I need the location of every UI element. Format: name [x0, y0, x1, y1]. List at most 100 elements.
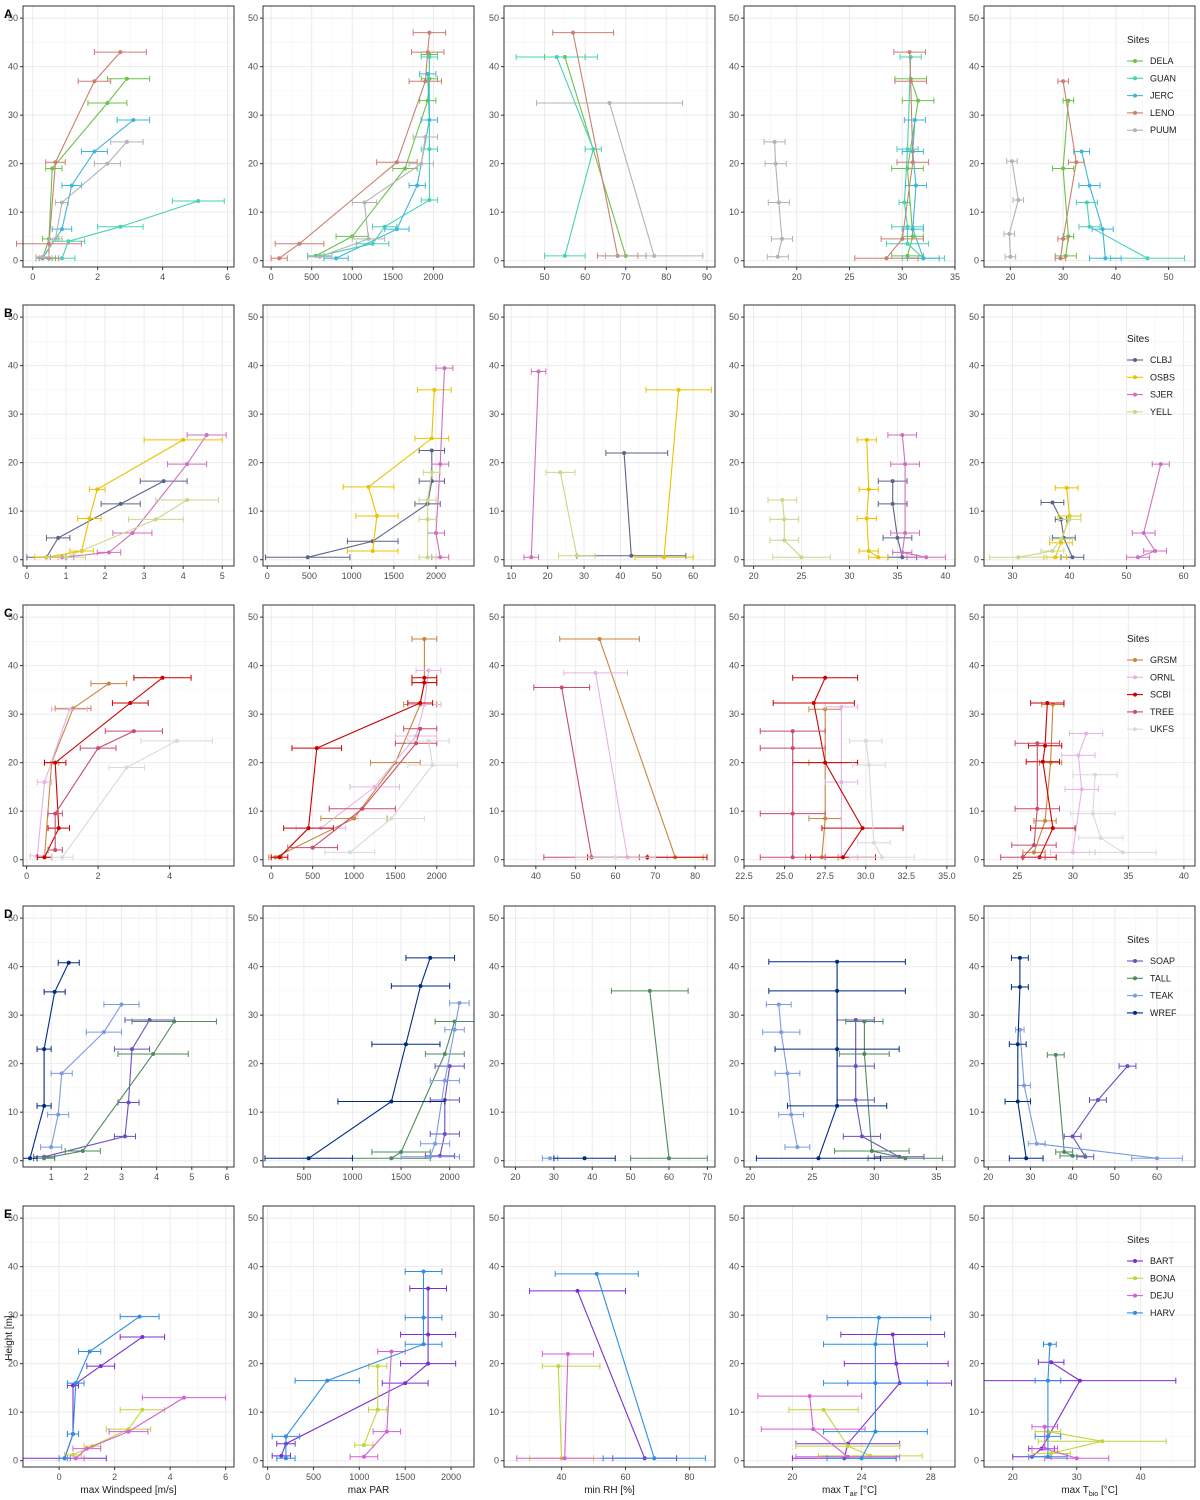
panel-border	[743, 1205, 956, 1468]
data-point	[106, 681, 111, 686]
series-line	[623, 452, 632, 556]
y-tick-label: 40	[248, 661, 258, 671]
series-line	[45, 480, 164, 558]
data-point	[452, 1027, 457, 1032]
data-point	[422, 636, 427, 641]
x-tick-label: 1000	[344, 871, 364, 881]
data-point	[70, 1383, 75, 1388]
panel-D-4: 0 10 20 30 40 50 20 25 30 35	[729, 905, 956, 1182]
x-tick-label: 40	[1068, 1172, 1078, 1182]
x-tick-label: 80	[684, 1472, 694, 1482]
y-tick-label: 0	[13, 256, 18, 266]
series-BONA	[354, 1363, 388, 1449]
y-tick-label: 20	[8, 758, 18, 768]
data-point	[859, 1134, 864, 1139]
panel-border	[983, 304, 1196, 567]
data-point	[1016, 555, 1021, 560]
y-tick-label: 30	[489, 709, 499, 719]
y-tick-label: 30	[8, 1310, 18, 1320]
y-tick-label: 10	[729, 207, 739, 217]
data-point	[314, 746, 319, 751]
data-point	[1079, 149, 1084, 154]
x-axis-label: max Tair [°C]	[822, 1485, 877, 1498]
y-tick-label: 0	[253, 1456, 258, 1466]
y-tick-label: 0	[734, 256, 739, 266]
data-point	[53, 160, 58, 165]
series-UKFS	[51, 737, 214, 861]
y-tick-label: 50	[8, 13, 18, 23]
x-tick-label: 3	[142, 571, 147, 581]
data-point	[130, 1047, 135, 1052]
series-TALL	[351, 1018, 475, 1162]
data-point	[53, 236, 58, 241]
legend-key-point	[1133, 409, 1137, 414]
x-tick-label: 0	[265, 571, 270, 581]
y-tick-label: 30	[489, 1310, 499, 1320]
x-tick-label: 30	[1072, 1472, 1082, 1482]
series-OSBS	[856, 436, 889, 561]
y-tick-label: 50	[248, 13, 258, 23]
y-tick-label: 50	[8, 312, 18, 322]
panel-D-3: 0 10 20 30 40 50 20 30 40 50 60 70	[489, 905, 716, 1182]
x-tick-label: 30.0	[857, 871, 875, 881]
panel-D-1: 0 10 20 30 40 50 1 2 3 4 5 6	[8, 905, 235, 1182]
series-GRSM	[805, 706, 842, 861]
data-point	[106, 550, 111, 555]
legend-title: Sites	[1127, 935, 1149, 946]
data-point	[900, 433, 905, 438]
legend-key-point	[1133, 358, 1137, 362]
x-tick-label: 40	[1065, 571, 1075, 581]
data-point	[582, 1156, 587, 1161]
data-point	[863, 738, 868, 743]
y-tick-label: 50	[969, 913, 979, 923]
x-tick-label: 6	[225, 272, 230, 282]
panel-border	[503, 1205, 716, 1468]
data-point	[839, 780, 844, 785]
data-point	[821, 1407, 826, 1412]
data-point	[1145, 256, 1150, 261]
data-point	[80, 1148, 85, 1153]
data-point	[105, 101, 110, 106]
data-point	[137, 1314, 142, 1319]
legend-item-label: ORNL	[1150, 672, 1175, 682]
x-tick-label: 0	[24, 571, 29, 581]
x-tick-label: 0	[269, 272, 274, 282]
x-tick-label: 40	[615, 571, 625, 581]
legend-key-point	[1133, 1293, 1137, 1298]
x-tick-label: 25	[807, 1172, 817, 1182]
data-point	[101, 1030, 106, 1035]
legend-item-label: GRSM	[1150, 655, 1177, 665]
y-tick-label: 20	[729, 1059, 739, 1069]
series-line	[363, 1366, 379, 1446]
y-tick-label: 10	[489, 1107, 499, 1117]
series-line	[1059, 81, 1077, 259]
data-point	[181, 437, 186, 442]
y-tick-label: 50	[729, 913, 739, 923]
panel-border	[743, 905, 956, 1168]
data-point	[42, 1103, 47, 1108]
series-TEAK	[1015, 1026, 1183, 1162]
row-label-D: D	[4, 907, 13, 921]
y-tick-label: 0	[253, 1156, 258, 1166]
data-point	[105, 161, 110, 166]
x-tick-label: 50	[571, 871, 581, 881]
series-line	[663, 389, 680, 558]
series-line	[778, 1004, 798, 1148]
data-point	[418, 700, 423, 705]
y-tick-label: 40	[729, 62, 739, 72]
series-DEJU	[757, 1393, 901, 1460]
legend-item-label: BART	[1150, 1256, 1174, 1266]
y-tick-label: 30	[489, 409, 499, 419]
x-tick-label: 32.5	[898, 871, 916, 881]
x-tick-label: 1	[49, 1172, 54, 1182]
data-point	[905, 241, 910, 246]
data-point	[873, 1429, 878, 1434]
data-point	[403, 1042, 408, 1047]
legend-key-point	[1133, 1010, 1137, 1015]
data-point	[575, 1288, 580, 1293]
y-tick-label: 30	[8, 709, 18, 719]
legend-item-label: TALL	[1150, 973, 1171, 983]
data-point	[890, 479, 895, 484]
data-point	[414, 733, 419, 738]
